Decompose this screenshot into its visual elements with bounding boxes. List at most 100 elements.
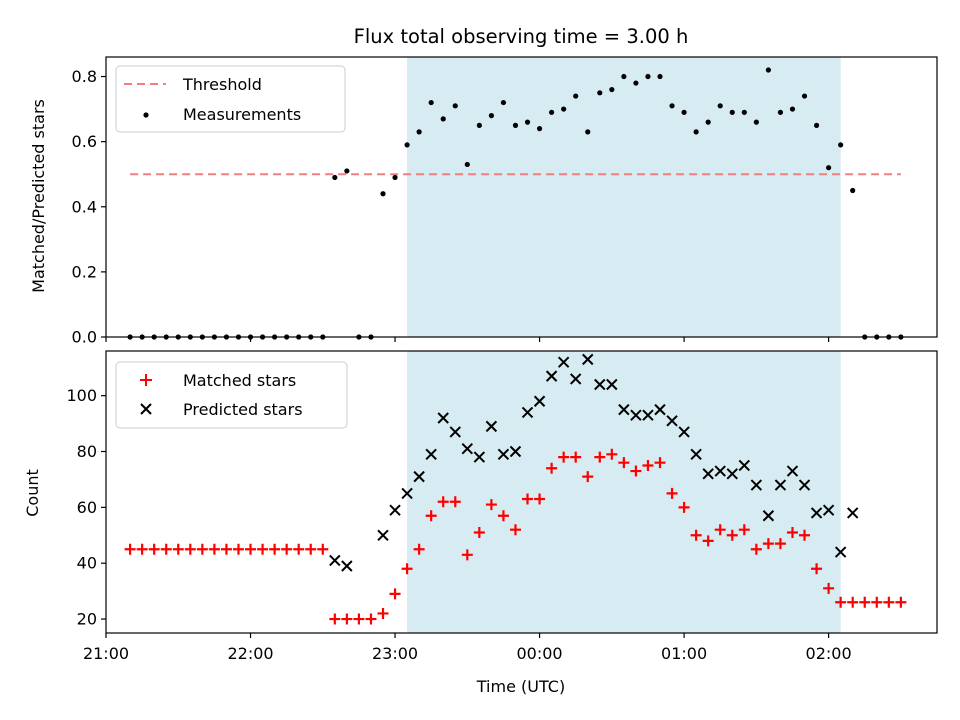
ratio-y-tick-label: 0.4: [72, 197, 97, 216]
count-y-ticks: 20 40 60 80 100: [66, 386, 106, 629]
predicted-stars-point: [582, 353, 594, 366]
matched-stars-point: [497, 510, 509, 522]
predicted-stars-point: [341, 560, 353, 572]
measurement-point: [488, 113, 494, 119]
matched-stars-point: [413, 543, 425, 555]
measurement-point: [404, 142, 410, 148]
matched-stars-point: [293, 543, 305, 555]
measurement-point: [332, 174, 338, 181]
matched-stars-point: [534, 493, 546, 505]
matched-stars-point: [124, 543, 136, 555]
ratio-y-tick-label: 0.8: [72, 67, 97, 86]
predicted-stars-point: [461, 443, 474, 455]
matched-stars-point: [726, 529, 738, 541]
matched-stars-point: [232, 543, 244, 555]
matched-stars-point: [281, 543, 293, 555]
measurement-point: [585, 129, 591, 135]
predicted-stars-point: [497, 448, 510, 461]
ratio-y-tick-label: 0.0: [72, 328, 97, 347]
predicted-stars-point: [822, 504, 835, 516]
measurement-point: [440, 116, 446, 122]
predicted-stars-point: [762, 510, 775, 522]
measurement-point: [729, 109, 735, 115]
predicted-stars-point: [509, 445, 522, 458]
matched-stars-point: [871, 596, 883, 608]
predicted-stars-point: [810, 507, 823, 519]
predicted-stars-point: [618, 403, 630, 416]
x-tick-label: 23:00: [372, 644, 418, 663]
measurement-point: [681, 109, 687, 115]
predicted-stars-point: [654, 403, 666, 416]
measurement-point: [801, 93, 808, 99]
predicted-stars-point: [473, 451, 486, 463]
matched-stars-point: [257, 543, 269, 555]
matched-stars-point: [317, 543, 329, 555]
measurement-point: [524, 119, 531, 125]
legend-predicted-label: Predicted stars: [183, 400, 303, 419]
count-points: [124, 353, 907, 625]
predicted-stars-point: [569, 373, 582, 385]
measurement-point: [633, 80, 639, 86]
predicted-stars-point: [485, 420, 498, 433]
ratio-panel: 0.00.20.40.60.8 Matched/Predicted stars …: [29, 56, 938, 347]
matched-stars-point: [642, 459, 654, 471]
x-tick-label: 00:00: [517, 644, 563, 663]
ratio-y-tick-label: 0.2: [72, 262, 97, 281]
predicted-stars-point: [401, 487, 413, 500]
measurement-point: [813, 122, 820, 128]
legend-threshold-label: Threshold: [182, 75, 262, 94]
measurement-point: [741, 109, 747, 115]
matched-stars-point: [269, 543, 281, 555]
count-y-tick-label: 100: [66, 386, 97, 405]
count-y-tick-label: 80: [77, 442, 97, 461]
predicted-stars-point: [377, 529, 389, 541]
count-y-tick-label: 40: [77, 554, 97, 573]
matched-stars-point: [714, 524, 726, 536]
matched-stars-point: [895, 596, 907, 608]
matched-stars-point: [449, 496, 461, 508]
measurement-point: [380, 191, 386, 197]
count-legend: Matched stars Predicted stars: [115, 361, 348, 429]
measurement-point: [705, 119, 711, 125]
matched-stars-point: [377, 607, 389, 619]
predicted-stars-point: [738, 459, 751, 472]
legend-measurements-swatch: [143, 112, 149, 118]
ratio-legend: Threshold Measurements: [115, 65, 346, 133]
matched-stars-point: [148, 543, 160, 555]
predicted-stars-point: [798, 479, 811, 491]
matched-stars-point: [136, 543, 148, 555]
measurement-point: [838, 142, 844, 148]
x-axis-label: Time (UTC): [476, 677, 565, 696]
measurement-point: [789, 106, 796, 112]
measurement-point: [536, 126, 543, 132]
matched-stars-point: [546, 462, 558, 474]
predicted-stars-point: [666, 415, 678, 427]
ratio-y-tick-label: 0.6: [72, 132, 97, 151]
matched-stars-point: [666, 487, 678, 499]
matched-stars-point: [750, 543, 762, 555]
matched-stars-point: [835, 596, 847, 608]
predicted-stars-point: [786, 465, 799, 477]
matched-stars-point: [582, 471, 594, 483]
matched-stars-point: [341, 613, 353, 625]
matched-stars-point: [437, 496, 449, 508]
matched-stars-point: [570, 451, 582, 463]
matched-stars-point: [606, 448, 618, 460]
x-tick-label: 01:00: [661, 644, 707, 663]
ratio-panel-frame: [105, 56, 938, 338]
measurement-point: [645, 73, 651, 80]
predicted-stars-point: [437, 412, 449, 424]
legend-predicted-swatch: [140, 403, 152, 415]
matched-stars-point: [172, 543, 184, 555]
predicted-stars-point: [533, 395, 546, 407]
measurement-point: [452, 103, 458, 109]
count-panel: 20 40 60 80 100 21:00 22:00 23:00 00:00 01:00 02:…: [23, 350, 938, 696]
matched-stars-point: [702, 535, 714, 547]
count-y-tick-label: 20: [77, 610, 97, 629]
predicted-stars-point: [594, 378, 606, 391]
measurement-point: [416, 129, 422, 135]
matched-stars-point: [305, 543, 317, 555]
legend-matched-swatch: [140, 374, 152, 386]
x-tick-label: 02:00: [806, 644, 852, 663]
